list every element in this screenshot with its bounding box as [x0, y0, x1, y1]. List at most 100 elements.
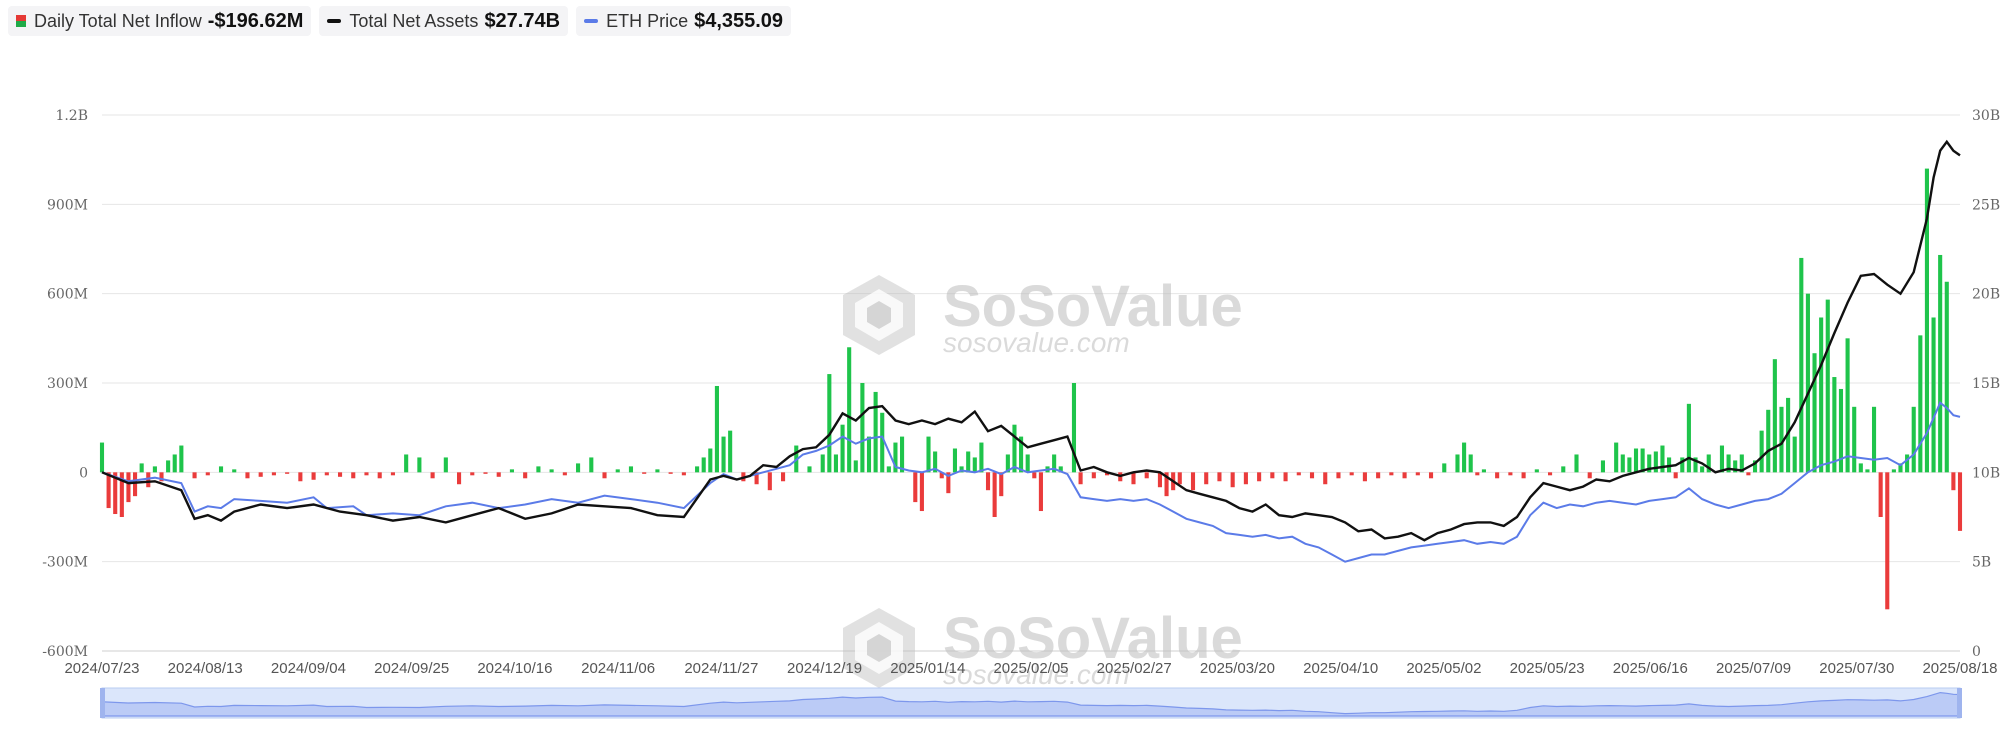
inflow-bar[interactable]	[1402, 472, 1407, 479]
inflow-bar[interactable]	[1719, 445, 1725, 473]
inflow-bar[interactable]	[1878, 472, 1883, 517]
inflow-bar[interactable]	[1534, 469, 1539, 473]
inflow-bar[interactable]	[833, 454, 838, 473]
inflow-bar[interactable]	[549, 469, 554, 473]
inflow-bar[interactable]	[1455, 454, 1460, 473]
inflow-bar[interactable]	[1442, 463, 1447, 473]
inflow-bar[interactable]	[1951, 472, 1956, 491]
inflow-bar[interactable]	[536, 466, 541, 473]
inflow-bar[interactable]	[959, 466, 964, 473]
inflow-bar[interactable]	[285, 472, 290, 474]
inflow-bar[interactable]	[1032, 472, 1037, 479]
inflow-bar[interactable]	[1296, 472, 1301, 476]
inflow-bar[interactable]	[1561, 466, 1566, 473]
inflow-bar[interactable]	[767, 472, 772, 491]
inflow-bar[interactable]	[1891, 469, 1896, 473]
inflow-bar[interactable]	[721, 436, 726, 473]
inflow-bar[interactable]	[377, 472, 382, 479]
inflow-bar[interactable]	[1706, 454, 1711, 473]
inflow-bar[interactable]	[827, 374, 832, 473]
inflow-bar[interactable]	[979, 442, 984, 473]
inflow-bar[interactable]	[781, 472, 786, 482]
inflow-bar[interactable]	[1805, 293, 1810, 473]
inflow-bar[interactable]	[1653, 451, 1658, 473]
inflow-bar[interactable]	[1025, 454, 1030, 473]
inflow-bar[interactable]	[1825, 299, 1830, 473]
inflow-bar[interactable]	[1283, 472, 1288, 482]
inflow-bar[interactable]	[337, 472, 343, 477]
inflow-bar[interactable]	[1257, 472, 1262, 482]
inflow-bar[interactable]	[1600, 460, 1605, 473]
inflow-bar[interactable]	[1733, 460, 1738, 473]
inflow-bar[interactable]	[1680, 457, 1685, 473]
inflow-bar[interactable]	[139, 463, 144, 473]
inflow-bar[interactable]	[1204, 472, 1209, 485]
inflow-bar[interactable]	[615, 469, 620, 473]
inflow-bar[interactable]	[106, 472, 111, 509]
inflow-bar[interactable]	[1871, 406, 1877, 473]
inflow-bar[interactable]	[1647, 454, 1652, 473]
inflow-bar[interactable]	[152, 466, 157, 473]
inflow-bar[interactable]	[708, 448, 713, 473]
inflow-bar[interactable]	[1627, 457, 1632, 473]
inflow-bar[interactable]	[1938, 254, 1943, 473]
inflow-bar[interactable]	[496, 472, 501, 477]
inflow-bar[interactable]	[218, 466, 224, 473]
inflow-bar[interactable]	[1905, 454, 1910, 473]
inflow-bar[interactable]	[1362, 472, 1367, 482]
inflow-bar[interactable]	[1957, 472, 1963, 531]
inflow-bar[interactable]	[1792, 436, 1797, 473]
inflow-bar[interactable]	[992, 472, 997, 517]
inflow-bar[interactable]	[470, 472, 475, 476]
inflow-bar[interactable]	[113, 472, 118, 515]
inflow-bar[interactable]	[172, 454, 177, 473]
inflow-bar[interactable]	[192, 472, 197, 479]
inflow-bar[interactable]	[364, 472, 369, 476]
inflow-bar[interactable]	[1660, 445, 1665, 473]
inflow-bar[interactable]	[1217, 472, 1222, 482]
inflow-bar[interactable]	[860, 383, 865, 473]
inflow-bar[interactable]	[946, 472, 951, 494]
inflow-bar[interactable]	[119, 472, 124, 517]
inflow-bar[interactable]	[754, 472, 759, 485]
inflow-bar[interactable]	[1078, 472, 1083, 485]
inflow-bar[interactable]	[1012, 424, 1017, 473]
inflow-bar[interactable]	[1019, 436, 1024, 473]
inflow-bar[interactable]	[853, 460, 858, 473]
inflow-bar[interactable]	[913, 472, 918, 503]
navigator-track[interactable]	[101, 687, 1961, 719]
inflow-bar[interactable]	[390, 472, 395, 476]
inflow-bar[interactable]	[1243, 472, 1248, 485]
inflow-bar[interactable]	[1852, 406, 1857, 473]
inflow-bar[interactable]	[1944, 281, 1949, 473]
inflow-bar[interactable]	[159, 472, 164, 482]
inflow-bar[interactable]	[880, 412, 885, 473]
inflow-bar[interactable]	[1799, 257, 1804, 473]
inflow-bar[interactable]	[1131, 472, 1136, 485]
inflow-bar[interactable]	[271, 472, 276, 476]
inflow-bar[interactable]	[1508, 472, 1513, 476]
inflow-bar[interactable]	[1323, 472, 1328, 485]
inflow-bar[interactable]	[952, 448, 958, 473]
inflow-bar[interactable]	[900, 436, 905, 473]
inflow-bar[interactable]	[1309, 472, 1315, 479]
inflow-bar[interactable]	[1587, 472, 1592, 479]
inflow-bar[interactable]	[205, 472, 210, 476]
inflow-bar[interactable]	[430, 472, 435, 479]
navigator-handle-right[interactable]	[1957, 688, 1962, 718]
inflow-bar[interactable]	[1462, 442, 1467, 473]
inflow-bar[interactable]	[628, 466, 634, 473]
inflow-bar[interactable]	[126, 472, 131, 503]
inflow-bar[interactable]	[1614, 442, 1619, 473]
inflow-bar[interactable]	[1091, 472, 1096, 479]
inflow-bar[interactable]	[1633, 448, 1639, 473]
inflow-bar[interactable]	[1177, 472, 1182, 485]
inflow-bar[interactable]	[1673, 472, 1678, 479]
inflow-bar[interactable]	[1230, 472, 1235, 488]
inflow-bar[interactable]	[509, 469, 514, 473]
inflow-bar[interactable]	[999, 472, 1004, 497]
inflow-bar[interactable]	[1620, 454, 1625, 473]
range-navigator[interactable]	[100, 687, 1962, 719]
inflow-bar[interactable]	[602, 472, 607, 479]
inflow-bar[interactable]	[1686, 403, 1691, 473]
